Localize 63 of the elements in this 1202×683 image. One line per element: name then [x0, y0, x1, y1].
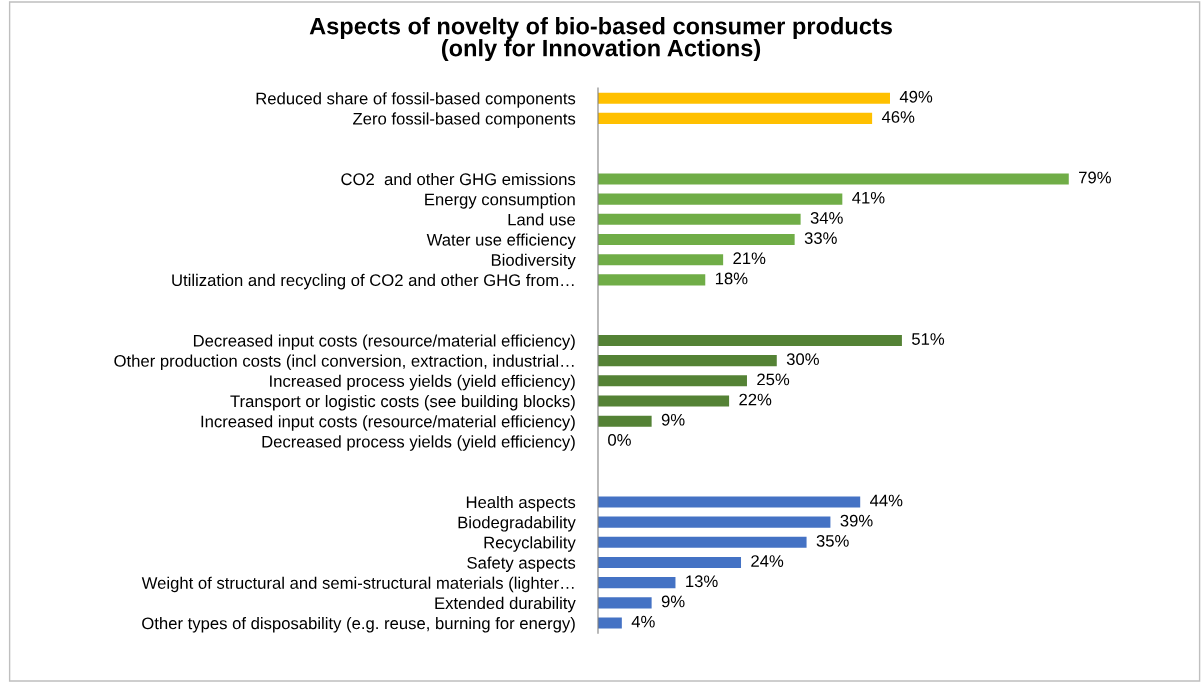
- data-label: 51%: [912, 333, 945, 345]
- y-tick-label: Health aspects: [466, 495, 576, 512]
- data-label: 9%: [661, 595, 685, 608]
- y-tick-label: Biodegradability: [458, 516, 576, 532]
- data-label: 34%: [810, 211, 843, 224]
- chart-title: Aspects of novelty of bio-based consumer products (only for Innovation Actions): [309, 17, 892, 62]
- data-label: 35%: [816, 534, 849, 547]
- data-label: 18%: [715, 272, 748, 285]
- bar: [597, 577, 676, 589]
- y-tick-label: Increased input costs (resource/material efficiency): [201, 415, 575, 431]
- data-label: 41%: [852, 191, 885, 204]
- y-tick-label: Other types of disposability (e.g. reuse, burning for energy): [142, 617, 575, 633]
- y-tick-label: Increased process yields (yield efficiency): [270, 374, 575, 391]
- data-label: 13%: [686, 575, 718, 588]
- bar: [597, 536, 807, 548]
- y-tick-label: Land use: [508, 213, 576, 226]
- data-label: 33%: [804, 232, 837, 244]
- bar: [597, 334, 902, 346]
- bar: [597, 395, 730, 407]
- bar: [597, 355, 777, 367]
- data-label: 49%: [899, 90, 933, 103]
- bar: [597, 173, 1069, 185]
- y-tick-label: CO2 and other GHG emissions: [341, 172, 576, 186]
- bar: [597, 496, 861, 508]
- data-label: 22%: [739, 393, 772, 406]
- y-tick-label: Weight of structural and semi-structural materials (lighter…: [141, 576, 574, 593]
- y-tick-label: Zero fossil-based components: [353, 112, 576, 128]
- data-label: 39%: [840, 514, 873, 527]
- y-tick-label: Energy consumption: [425, 193, 575, 209]
- y-tick-label: Extended durability: [435, 596, 576, 613]
- y-tick-label: Safety aspects: [467, 556, 576, 572]
- y-tick-label: Utilization and recycling of CO2 and other GHG from…: [172, 273, 574, 290]
- data-label: 9%: [661, 413, 685, 426]
- data-label: 30%: [786, 353, 819, 366]
- data-label: 79%: [1079, 171, 1111, 184]
- y-tick-label: Other production costs (incl conversion, extraction, industrial…: [114, 354, 574, 371]
- bar: [597, 597, 652, 609]
- bar: [597, 213, 801, 225]
- bar: [597, 254, 724, 266]
- bar: [597, 92, 890, 104]
- y-tick-label: Recyclability: [484, 536, 576, 552]
- bar: [597, 233, 795, 246]
- data-label: 24%: [751, 555, 784, 567]
- bar: [597, 415, 652, 427]
- y-tick-label: Decreased input costs (resource/material efficiency): [193, 334, 575, 350]
- data-label: 4%: [631, 615, 655, 628]
- y-tick-label: Transport or logistic costs (see building blocks): [230, 394, 575, 411]
- bar: [597, 375, 747, 387]
- bar: [597, 617, 622, 629]
- data-label: 21%: [733, 252, 766, 265]
- bar: [597, 556, 742, 569]
- data-label: 25%: [757, 373, 790, 386]
- y-tick-label: Decreased process yields (yield efficiency): [262, 435, 575, 451]
- bar: [597, 274, 706, 286]
- bar: [597, 112, 873, 124]
- bar: [597, 193, 843, 205]
- y-tick-label: Water use efficiency: [426, 233, 576, 249]
- y-tick-label: Reduced share of fossil-based components: [256, 92, 576, 108]
- data-label: 44%: [870, 494, 903, 507]
- data-label: 0%: [608, 434, 631, 446]
- y-tick-label: Biodiversity: [491, 253, 576, 270]
- bar: [597, 516, 831, 528]
- data-label: 46%: [881, 111, 915, 123]
